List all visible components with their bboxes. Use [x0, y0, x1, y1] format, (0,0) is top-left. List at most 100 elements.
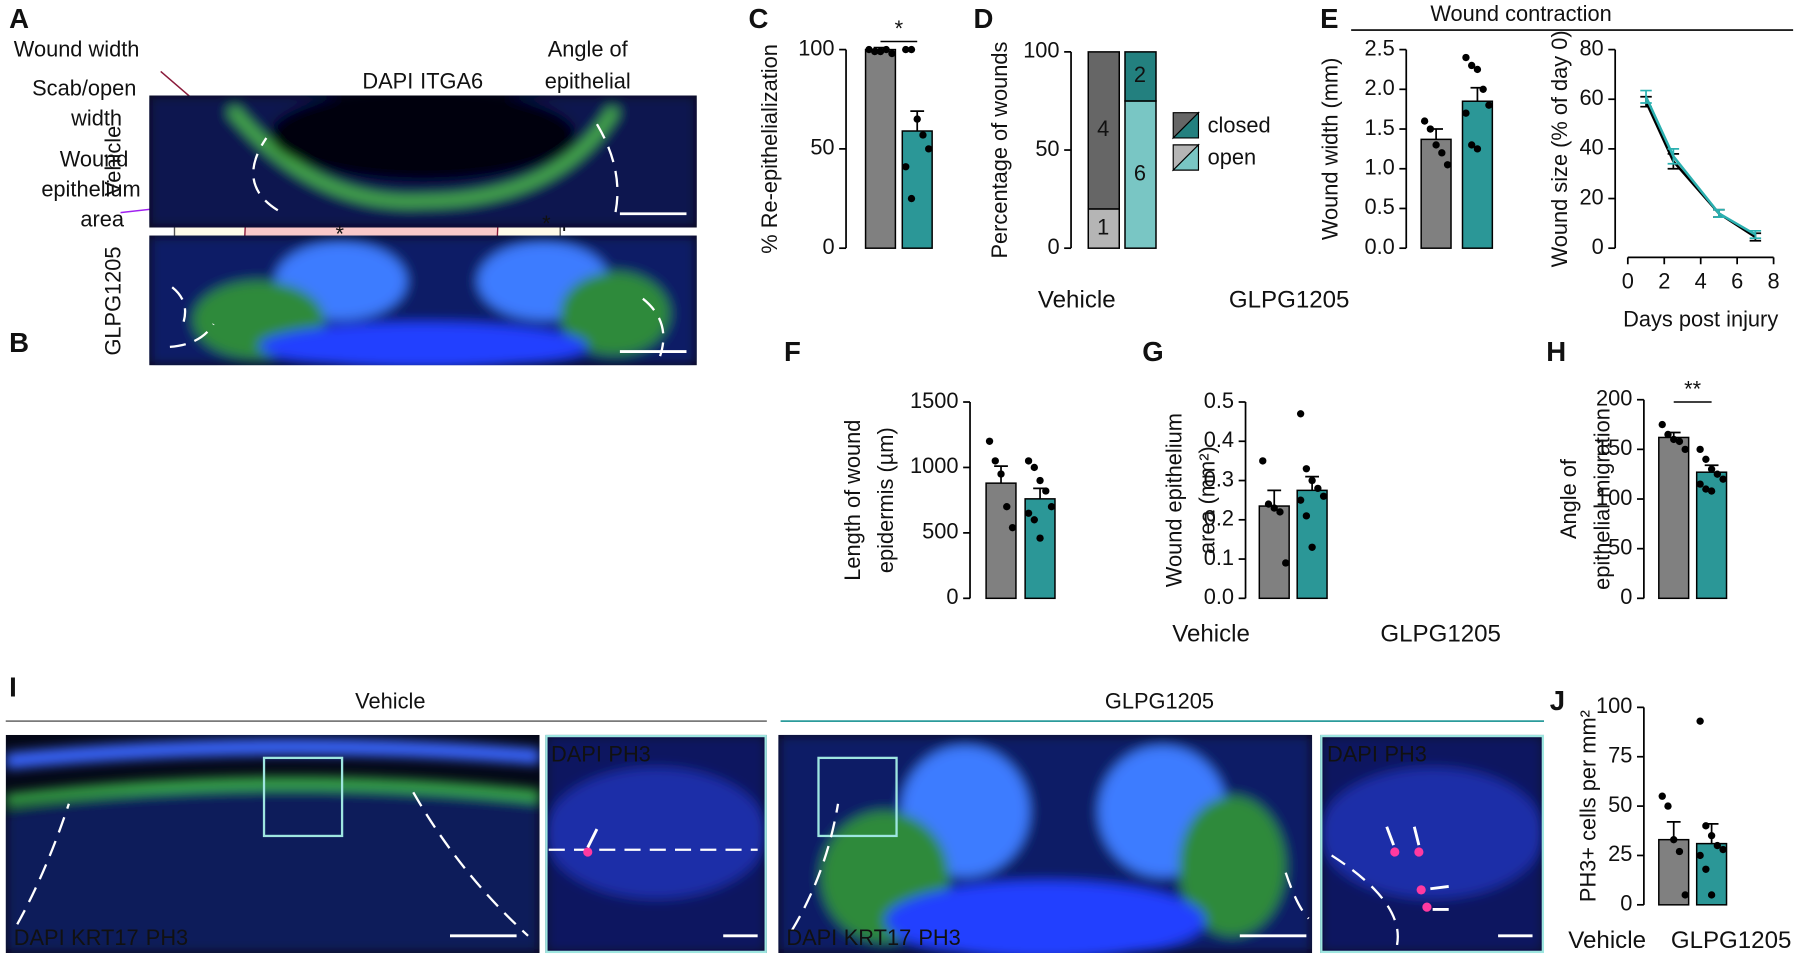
data-point [1426, 125, 1435, 133]
data-point [1658, 792, 1666, 800]
scale-bar [619, 212, 687, 353]
data-point [1030, 516, 1038, 524]
panel-label: A [9, 3, 29, 34]
stain-label: PH3 [608, 741, 650, 766]
tissue [5, 786, 540, 954]
data-point [1707, 465, 1716, 473]
image-texture [149, 95, 697, 228]
group-label: GLPG1205 [1229, 286, 1350, 313]
x-axis-label: Days post injury [1623, 306, 1778, 331]
micrograph [149, 95, 697, 228]
data-point [1719, 475, 1727, 483]
y-tick-label: 0.3 [1204, 466, 1234, 491]
data-point [985, 437, 994, 445]
bar-segment [1124, 51, 1157, 102]
data-point [1259, 457, 1267, 465]
group-label: GLPG1205 [1380, 620, 1501, 647]
y-axis-label: Length of wound [840, 420, 865, 581]
data-point [1719, 845, 1727, 854]
y-tick-label: 0 [1592, 234, 1604, 259]
data-point [907, 45, 916, 54]
line [1644, 101, 1757, 239]
stain-label: KRT17 [71, 925, 138, 950]
data-point [1664, 802, 1672, 810]
data-point [1696, 717, 1704, 725]
dashed-line [16, 791, 1399, 954]
panel-label: F [784, 336, 801, 367]
panel-label: E [1320, 3, 1338, 34]
stain-label: PH3 [1384, 741, 1426, 766]
panel-label: G [1142, 336, 1163, 367]
data-point [997, 470, 1005, 478]
image-label: GLPG1205 [101, 246, 126, 355]
panel-label: H [1546, 336, 1566, 367]
roi-box [817, 756, 898, 838]
data-point [1696, 851, 1704, 860]
data-point [1319, 492, 1328, 500]
stain-label: DAPI [1327, 741, 1378, 766]
data-point [1696, 480, 1704, 488]
error-bar [1667, 148, 1680, 165]
y-tick-label: 1.5 [1364, 115, 1394, 140]
data-point [1036, 534, 1044, 542]
error-bar [1267, 489, 1282, 507]
y-tick-label: 150 [1596, 435, 1632, 460]
cell [1422, 902, 1432, 912]
legend-label: closed [1208, 112, 1271, 137]
data-point [1707, 487, 1716, 495]
y-tick-label: 0 [822, 234, 834, 259]
x-tick-label: 2 [1658, 268, 1670, 293]
image-texture [5, 738, 540, 954]
data-point [991, 457, 999, 465]
y-axis-label: Angle of [1556, 458, 1581, 539]
cell [583, 847, 593, 857]
y-tick-label: 0 [946, 584, 958, 609]
diagram-label: Angle of [548, 37, 629, 62]
y-tick-label: 1500 [910, 388, 959, 413]
panel-label: J [1550, 685, 1565, 716]
diagram-label: epithelium [41, 177, 140, 202]
data-point [1296, 410, 1305, 418]
stain-label: ITGA6 [420, 69, 483, 94]
y-tick-label: 80 [1579, 35, 1603, 60]
stain-label: DAPI [362, 69, 413, 94]
error-bar [1749, 229, 1762, 240]
section-label: Vehicle [355, 689, 425, 714]
data-point [1036, 476, 1044, 485]
tissue [1320, 767, 1544, 899]
bar [1658, 436, 1690, 600]
data-point [1302, 512, 1311, 520]
y-axis-label: area (mm²) [1195, 446, 1220, 554]
image-texture [545, 734, 767, 954]
data-point [1024, 457, 1033, 465]
micrograph [5, 734, 540, 954]
image-label: Vehicle [101, 126, 126, 196]
cell [1414, 847, 1424, 857]
section-label: GLPG1205 [1105, 689, 1214, 714]
segment-label: 1 [1097, 214, 1109, 239]
data-point [1314, 484, 1322, 493]
cell [1416, 885, 1426, 895]
y-tick-label: 50 [1608, 792, 1632, 817]
data-point [1702, 485, 1710, 493]
diagram-label: Wound width [14, 37, 140, 62]
y-axis-label: PH3+ cells per mm² [1576, 710, 1601, 902]
segment-label: 4 [1097, 116, 1109, 141]
data-point [1675, 437, 1684, 446]
data-point [919, 131, 927, 139]
y-tick-label: 200 [1596, 385, 1632, 410]
y-tick-label: 0.5 [1204, 388, 1234, 413]
bar [985, 482, 1017, 600]
y-tick-label: 0.1 [1204, 545, 1234, 570]
data-point [1702, 865, 1710, 873]
y-tick-label: 2.5 [1364, 35, 1394, 60]
data-point [1696, 445, 1704, 454]
data-point [1473, 145, 1482, 153]
tissue [1178, 795, 1286, 936]
y-tick-label: 50 [1035, 136, 1059, 161]
dashed-line [169, 123, 665, 357]
inset-frame [1320, 734, 1545, 954]
data-point [1003, 503, 1011, 511]
